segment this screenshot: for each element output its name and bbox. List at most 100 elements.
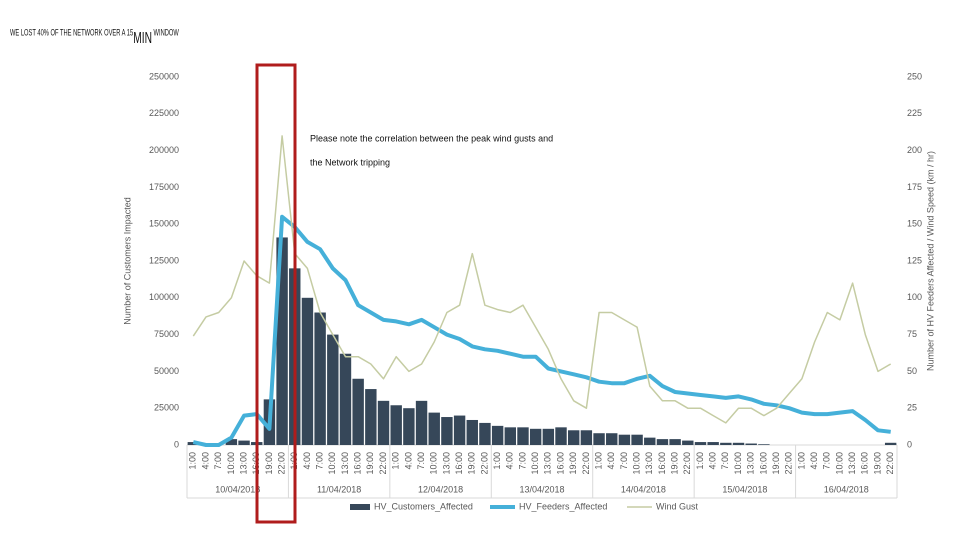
x-tick-label: 16:00	[353, 452, 363, 475]
x-tick-label: 22:00	[581, 452, 591, 475]
bar	[707, 442, 719, 445]
x-tick-label: 22:00	[885, 452, 895, 475]
x-tick-label: 4:00	[606, 452, 616, 470]
bar	[403, 408, 415, 445]
y2-tick-label: 100	[907, 292, 922, 302]
x-tick-label: 19:00	[771, 452, 781, 475]
title: WE LOST 40% OF THE NETWORK OVER A 15MIN …	[10, 27, 179, 46]
x-group-label: 15/04/2018	[722, 484, 767, 494]
x-tick-label: 1:00	[593, 452, 603, 470]
x-tick-label: 4:00	[302, 452, 312, 470]
bar	[580, 430, 593, 445]
y-tick-label: 75000	[154, 329, 179, 339]
x-tick-label: 16:00	[758, 452, 768, 475]
y-tick-label: 50000	[154, 366, 179, 376]
y2-tick-label: 125	[907, 255, 922, 265]
bar	[453, 415, 466, 445]
x-tick-label: 4:00	[505, 452, 515, 470]
legend-label: HV_Customers_Affected	[374, 501, 473, 511]
bar	[517, 427, 529, 445]
annotation: the Network tripping	[310, 157, 390, 167]
y-tick-label: 125000	[149, 255, 179, 265]
bar	[720, 442, 732, 445]
bar	[884, 442, 897, 445]
bar	[377, 400, 390, 445]
x-tick-label: 19:00	[365, 452, 375, 475]
x-tick-label: 16:00	[860, 452, 870, 475]
x-tick-label: 13:00	[644, 452, 654, 475]
highlight-box	[255, 63, 297, 524]
x-tick-label: 19:00	[264, 452, 274, 475]
bar	[682, 440, 694, 445]
y-tick-label: 250000	[149, 71, 179, 81]
bar	[732, 442, 745, 445]
y-tick-label: 100000	[149, 292, 179, 302]
x-tick-label: 22:00	[378, 452, 388, 475]
y2-tick-label: 200	[907, 145, 922, 155]
x-tick-label: 10:00	[429, 452, 439, 475]
x-tick-label: 16:00	[657, 452, 667, 475]
bar	[567, 430, 580, 445]
y2-axis-label: Number of HV Feeders Affected / Wind Spe…	[925, 151, 935, 371]
bar	[314, 312, 326, 445]
title-part: MIN	[133, 28, 152, 46]
x-tick-label: 10:00	[226, 452, 236, 475]
x-tick-label: 4:00	[403, 452, 413, 470]
legend-label: Wind Gust	[656, 501, 699, 511]
x-group-label: 16/04/2018	[824, 484, 869, 494]
bar	[555, 427, 567, 445]
x-tick-label: 7:00	[416, 452, 426, 470]
bar	[618, 434, 631, 445]
x-tick-label: 22:00	[682, 452, 692, 475]
x-tick-label: 10:00	[834, 452, 844, 475]
x-group-label: 11/04/2018	[317, 484, 361, 494]
y2-tick-label: 50	[907, 366, 917, 376]
bar	[365, 389, 377, 445]
y-tick-label: 150000	[149, 219, 179, 229]
y-tick-label: 25000	[154, 403, 179, 413]
bar	[491, 425, 504, 445]
x-tick-label: 22:00	[784, 452, 794, 475]
bar	[352, 378, 364, 445]
x-tick-label: 19:00	[872, 452, 882, 475]
legend-label: HV_Feeders_Affected	[519, 501, 607, 511]
x-group-label: 13/04/2018	[519, 484, 564, 494]
x-tick-label: 7:00	[822, 452, 832, 470]
x-tick-label: 1:00	[492, 452, 502, 470]
bar	[529, 428, 542, 445]
bar	[606, 433, 618, 445]
x-tick-label: 4:00	[809, 452, 819, 470]
bar	[238, 440, 250, 445]
x-tick-label: 13:00	[340, 452, 350, 475]
bar	[656, 439, 669, 445]
line	[192, 214, 891, 447]
bar	[390, 405, 402, 445]
y2-tick-label: 0	[907, 439, 912, 449]
bar	[441, 417, 453, 445]
x-tick-label: 13:00	[441, 452, 451, 475]
bar	[504, 427, 517, 445]
bar	[415, 400, 428, 445]
x-tick-label: 19:00	[467, 452, 477, 475]
bar	[339, 353, 352, 445]
y2-tick-label: 175	[907, 182, 922, 192]
x-tick-label: 1:00	[391, 452, 401, 470]
x-tick-label: 19:00	[670, 452, 680, 475]
x-tick-label: 13:00	[238, 452, 248, 475]
x-tick-label: 10:00	[530, 452, 540, 475]
bar	[593, 433, 605, 445]
x-tick-label: 22:00	[276, 452, 286, 475]
bar	[542, 428, 555, 445]
x-tick-label: 13:00	[746, 452, 756, 475]
x-tick-label: 7:00	[720, 452, 730, 470]
x-tick-label: 16:00	[454, 452, 464, 475]
bar	[694, 442, 707, 445]
x-tick-label: 7:00	[213, 452, 223, 470]
x-tick-label: 1:00	[695, 452, 705, 470]
y-tick-label: 175000	[149, 182, 179, 192]
bar	[758, 444, 770, 445]
y2-tick-label: 250	[907, 71, 922, 81]
annotation: Please note the correlation between the …	[310, 133, 553, 143]
x-group-label: 14/04/2018	[621, 484, 666, 494]
